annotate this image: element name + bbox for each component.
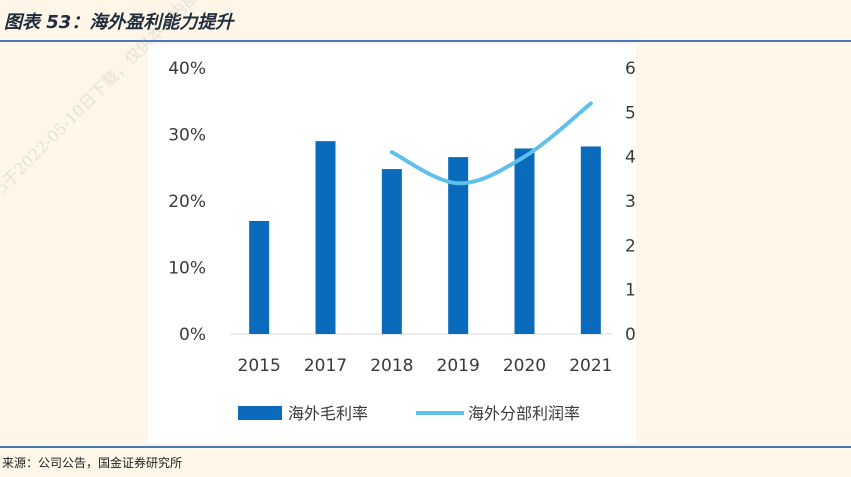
figure-title: 图表 53：海外盈利能力提升 — [4, 12, 234, 33]
bar-2019 — [448, 157, 469, 334]
bar-2017 — [315, 141, 336, 334]
y-right-tick-label: 3% — [625, 192, 636, 212]
combo-chart: 0% 10% 20% 30% 40% 0% 1% 2% 3% 4% 5% 6% 2015 2017 2018… — [168, 59, 636, 423]
y-right-tick-label: 6% — [625, 59, 636, 79]
y-right-tick-label: 2% — [625, 236, 636, 256]
legend-swatch-bar — [238, 406, 282, 420]
y-right-tick-label: 4% — [625, 148, 636, 168]
figure-header: 图表 53：海外盈利能力提升 — [0, 0, 851, 40]
legend-label-profit-margin: 海外分部利润率 — [468, 404, 580, 423]
y-left-tick-label: 40% — [168, 59, 206, 79]
y-left-tick-label: 20% — [168, 192, 206, 212]
bar-2015 — [249, 220, 270, 334]
source-note: 来源：公司公告，国金证券研究所 — [2, 456, 183, 470]
y-left-tick-label: 30% — [168, 126, 206, 146]
x-tick-label: 2020 — [503, 356, 546, 376]
bar-2018 — [381, 169, 402, 334]
chart-area: 0% 10% 20% 30% 40% 0% 1% 2% 3% 4% 5% 6% 2015 2017 2018… — [148, 44, 636, 444]
x-tick-label: 2021 — [569, 356, 612, 376]
top-rule — [0, 40, 851, 42]
y-right-tick-label: 1% — [625, 281, 636, 301]
x-tick-label: 2015 — [238, 356, 281, 376]
bottom-rule — [0, 446, 851, 448]
y-right-tick-label: 5% — [625, 103, 636, 123]
x-tick-label: 2017 — [304, 356, 347, 376]
y-left-tick-label: 10% — [168, 259, 206, 279]
line-series-profit-margin — [389, 101, 593, 186]
bar-2021 — [580, 146, 601, 334]
bar-2020 — [514, 148, 535, 334]
x-tick-label: 2019 — [437, 356, 480, 376]
y-right-tick-label: 0% — [625, 325, 636, 345]
y-left-tick-label: 0% — [179, 325, 206, 345]
x-tick-label: 2018 — [370, 356, 413, 376]
legend-label-gross-margin: 海外毛利率 — [288, 404, 368, 423]
